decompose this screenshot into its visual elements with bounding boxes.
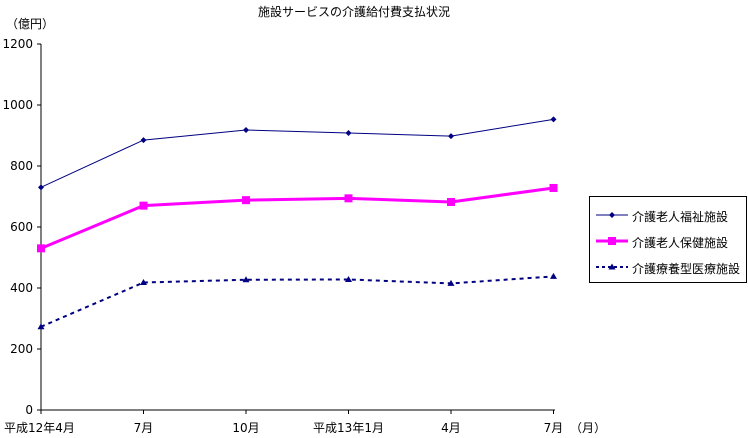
y-tick-label: 0 (25, 403, 33, 417)
series-0 (38, 116, 557, 191)
x-tick-group: 平成12年4月 7月 10月 平成13年1月 4月 7月 (4, 410, 563, 435)
y-tick-label: 1200 (2, 37, 33, 51)
legend-label-health: 介護老人保健施設 (632, 236, 729, 250)
legend-item-health: 介護老人保健施設 (590, 233, 746, 250)
legend-swatch-welfare (596, 212, 628, 218)
series-line (40, 186, 554, 250)
x-tick-label: 4月 (441, 421, 461, 435)
x-tick-label: 7月 (544, 421, 564, 435)
legend-item-medical: 介護療養型医療施設 (590, 259, 746, 276)
data-point (242, 196, 250, 205)
series-group (37, 116, 558, 330)
data-point (549, 183, 558, 192)
y-tick-label: 800 (10, 159, 33, 173)
series-2 (37, 272, 557, 330)
series-line (40, 118, 554, 188)
y-tick-label: 600 (10, 220, 33, 234)
y-unit-label: （億円） (6, 17, 54, 31)
y-tick-label: 200 (10, 342, 33, 356)
legend-swatch-medical (596, 263, 628, 270)
legend-swatch-health (596, 237, 628, 245)
data-point (140, 279, 147, 286)
series-line (40, 275, 554, 328)
data-point (345, 130, 352, 137)
y-tick-label: 400 (10, 281, 33, 295)
data-point (38, 184, 44, 191)
data-point (243, 127, 249, 134)
data-point (447, 197, 455, 206)
chart-title: 施設サービスの介護給付費支払状況 (258, 4, 450, 19)
data-point (550, 116, 557, 123)
data-point (37, 323, 45, 330)
data-point (344, 194, 353, 203)
legend-item-welfare: 介護老人福祉施設 (590, 207, 746, 224)
data-point (37, 244, 45, 253)
x-tick-label: 10月 (232, 421, 259, 435)
legend-label-medical: 介護療養型医療施設 (632, 262, 741, 276)
data-point (140, 137, 147, 144)
data-point (139, 201, 148, 210)
x-tick-label: 平成13年1月 (313, 421, 384, 435)
legend-label-welfare: 介護老人福祉施設 (632, 210, 729, 224)
y-tick-group: 0 200 400 600 800 1000 1200 (2, 37, 41, 417)
x-unit-label: （月） (570, 421, 606, 435)
data-point (242, 276, 250, 283)
data-point (447, 279, 455, 286)
x-tick-label: 7月 (134, 421, 154, 435)
series-1 (37, 183, 558, 253)
x-tick-label: 平成12年4月 (4, 421, 75, 435)
data-point (345, 275, 352, 282)
data-point (448, 133, 454, 140)
y-tick-label: 1000 (2, 98, 33, 112)
data-point (550, 272, 557, 279)
legend: 介護老人福祉施設 介護老人保健施設 介護療養型医療施設 (589, 196, 747, 283)
